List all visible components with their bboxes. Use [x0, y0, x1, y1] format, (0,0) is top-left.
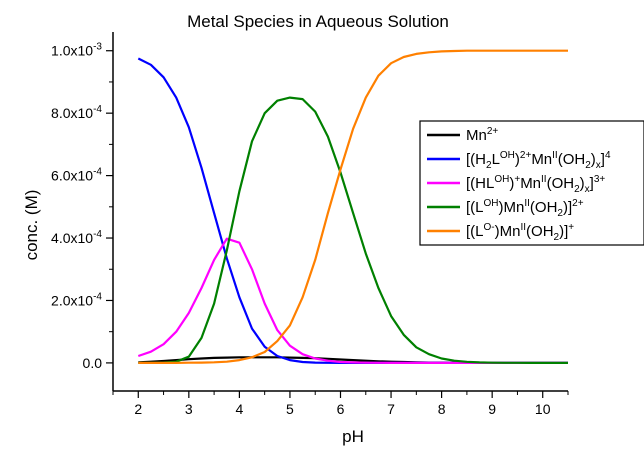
- y-tick-label: 8.0x10-4: [51, 104, 102, 121]
- y-tick-label: 0.0: [83, 355, 103, 371]
- x-tick-label: 2: [134, 401, 142, 417]
- legend-label-1: Mn2+: [466, 126, 498, 144]
- axes: 2 3 4 5 6 7 8 9 10 0.0 2.0x10-4 4.0x10-4 6.0x10-4 8.0…: [51, 32, 569, 417]
- y-tick-label: 2.0x10-4: [51, 291, 102, 308]
- x-tick-label: 7: [387, 401, 395, 417]
- y-axis-label: conc. (M): [22, 190, 41, 261]
- x-tick-label: 8: [438, 401, 446, 417]
- series-line-3: [137, 237, 568, 364]
- legend-label-2: [(H2LOH)2+MnII(OH2)x]4: [466, 150, 611, 171]
- x-tick-label: 5: [286, 401, 294, 417]
- series-line-4: [138, 96, 568, 364]
- legend-label-4: [(LOH)MnII(OH2)]2+: [466, 198, 584, 219]
- x-tick-label: 6: [337, 401, 345, 417]
- y-tick-label: 6.0x10-4: [51, 167, 102, 184]
- x-tick-label: 10: [535, 401, 551, 417]
- y-tick-label: 4.0x10-4: [51, 229, 102, 246]
- legend-label-3: [(HLOH)+MnII(OH2)x]3+: [466, 174, 605, 195]
- series-line-5: [138, 49, 568, 364]
- x-tick-label: 3: [185, 401, 193, 417]
- y-tick-label: 1.0x10-3: [51, 42, 102, 59]
- x-tick-label: 9: [488, 401, 496, 417]
- chart-title: Metal Species in Aqueous Solution: [187, 12, 449, 31]
- x-tick-label: 4: [235, 401, 243, 417]
- legend: Mn2+ [(H2LOH)2+MnII(OH2)x]4 [(HLOH)+MnII(O…: [419, 120, 644, 246]
- x-axis-label: pH: [342, 427, 364, 446]
- plot-area: [137, 49, 568, 364]
- legend-label-5: [(LO-)MnII(OH2)]+: [466, 222, 574, 243]
